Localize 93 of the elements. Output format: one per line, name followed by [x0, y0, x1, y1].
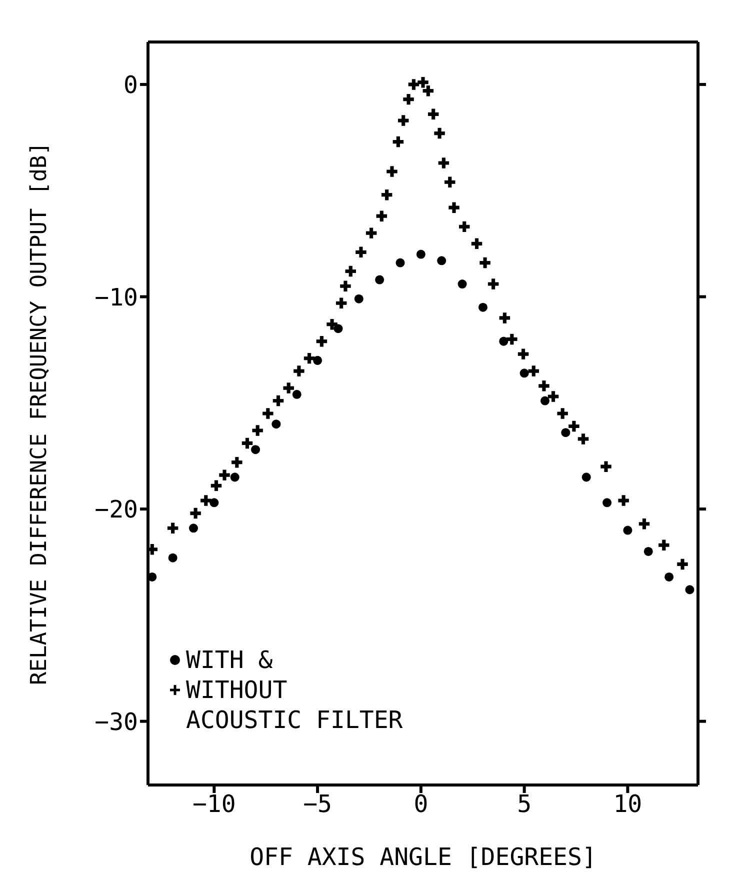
- point: [376, 210, 388, 222]
- point: [448, 202, 460, 213]
- point: [520, 368, 529, 378]
- y-axis-title: RELATIVE DIFFERENCE FREQUENCY OUTPUT [dB]: [26, 142, 52, 686]
- point: [561, 428, 570, 438]
- point: [251, 445, 260, 454]
- point: [506, 334, 518, 345]
- point: [219, 470, 230, 480]
- point: [664, 572, 674, 582]
- point: [471, 238, 482, 250]
- y-tick-label: −20: [94, 496, 138, 524]
- point: [345, 266, 356, 277]
- annotation: ACOUSTIC FILTER: [185, 705, 403, 735]
- x-axis-title: OFF AXIS ANGLE [DEGREES]: [250, 843, 596, 871]
- point: [499, 336, 508, 346]
- point: [428, 108, 439, 120]
- point: [458, 221, 470, 232]
- point: [340, 280, 351, 292]
- point: [283, 382, 294, 394]
- point: [438, 158, 450, 168]
- point: [538, 380, 550, 392]
- legend-label: WITH &: [186, 645, 273, 675]
- x-tick-label: 5: [517, 790, 532, 818]
- point: [272, 420, 281, 429]
- point: [272, 395, 284, 406]
- point: [316, 336, 328, 347]
- point: [396, 258, 405, 268]
- point: [528, 366, 539, 376]
- point: [478, 302, 488, 312]
- point: [488, 278, 499, 290]
- point: [458, 280, 467, 289]
- point: [304, 352, 315, 364]
- point: [403, 94, 414, 105]
- point: [548, 391, 559, 402]
- point: [188, 524, 198, 533]
- point: [618, 495, 629, 506]
- point: [602, 498, 612, 508]
- point: [422, 85, 434, 96]
- point: [366, 228, 377, 238]
- y-tick-label: −30: [94, 708, 138, 736]
- point: [294, 366, 304, 376]
- point: [354, 294, 364, 304]
- point: [557, 408, 568, 419]
- point: [398, 115, 409, 126]
- point: [386, 166, 398, 177]
- y-tick-label: 0: [124, 70, 138, 99]
- point: [356, 246, 366, 258]
- point: [313, 356, 322, 365]
- point: [200, 495, 212, 506]
- point: [232, 456, 242, 468]
- point: [623, 526, 632, 535]
- point: [148, 544, 158, 555]
- point: [168, 553, 178, 562]
- point: [392, 136, 404, 148]
- x-tick-label: −5: [303, 790, 332, 818]
- point: [644, 546, 653, 556]
- point: [658, 540, 670, 550]
- point: [685, 585, 694, 594]
- point: [230, 472, 240, 482]
- point: [638, 518, 650, 530]
- point: [326, 318, 338, 330]
- point: [190, 508, 201, 519]
- x-tick-label: −10: [192, 790, 236, 818]
- point: [499, 312, 510, 324]
- point: [437, 256, 446, 266]
- point: [600, 461, 612, 472]
- point: [242, 438, 253, 449]
- point: [292, 390, 302, 399]
- point: [167, 522, 178, 534]
- x-tick-label: 10: [613, 790, 642, 818]
- point: [381, 189, 392, 200]
- point: [252, 425, 263, 436]
- point: [210, 480, 222, 492]
- point: [568, 420, 580, 432]
- legend-label: WITHOUT: [186, 675, 288, 705]
- point: [444, 176, 456, 188]
- point: [416, 250, 426, 259]
- point: [480, 257, 490, 268]
- point: [540, 396, 550, 406]
- x-tick-label: 0: [414, 790, 428, 818]
- point: [518, 348, 529, 360]
- point: [677, 558, 688, 570]
- point: [434, 128, 445, 139]
- y-tick-label: −10: [94, 283, 138, 312]
- point: [262, 408, 274, 419]
- point: [418, 76, 428, 88]
- point: [375, 275, 384, 284]
- point: [334, 324, 343, 334]
- point: [408, 79, 420, 90]
- point: [210, 498, 219, 508]
- point: [336, 298, 347, 308]
- point: [582, 472, 591, 482]
- point: [578, 434, 589, 444]
